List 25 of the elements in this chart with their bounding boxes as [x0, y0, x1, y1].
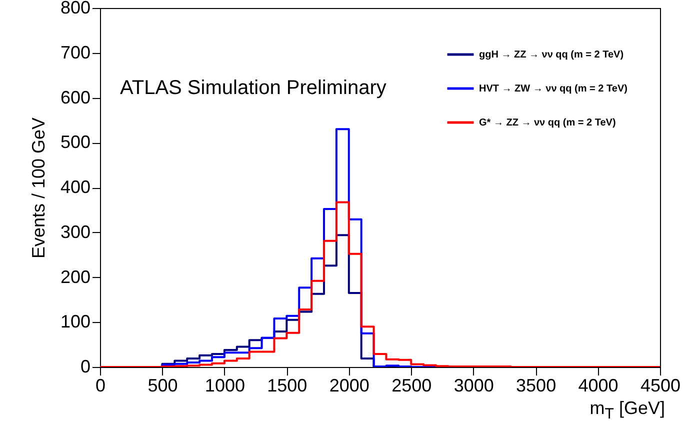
x-tick-label: 4000 — [578, 376, 618, 396]
x-tick-label: 1000 — [204, 376, 245, 396]
x-tick-label: 2000 — [329, 376, 370, 396]
x-tick-label: 1500 — [267, 376, 308, 396]
x-tick-label: 0 — [95, 376, 106, 396]
y-tick-label: 800 — [60, 0, 90, 18]
x-tick-label: 3000 — [454, 376, 494, 396]
y-tick-label: 0 — [80, 356, 90, 376]
legend-label: G* → ZZ → νν qq (m = 2 TeV) — [479, 118, 616, 128]
x-axis-title: m$_{T}$ [GeV] — [590, 398, 665, 423]
legend-label: ggH → ZZ → νν qq (m = 2 TeV) — [479, 50, 624, 60]
annotation: ATLAS Simulation Preliminary — [120, 77, 386, 99]
y-axis-title: Events / 100 GeV — [28, 117, 48, 259]
y-tick-label: 200 — [60, 266, 90, 287]
y-tick-label: 700 — [60, 42, 90, 62]
y-tick-label: 600 — [60, 87, 90, 108]
y-tick-label: 300 — [60, 222, 90, 242]
y-tick-label: 100 — [60, 312, 90, 332]
y-tick-label: 500 — [60, 132, 90, 152]
y-tick-label: 400 — [60, 177, 90, 197]
x-tick-label: 4500 — [640, 376, 681, 396]
x-tick-label: 500 — [148, 376, 178, 396]
x-tick-label: 2500 — [392, 376, 432, 396]
legend-label: HVT → ZW → νν qq (m = 2 TeV) — [479, 84, 628, 94]
x-tick-label: 3500 — [516, 376, 556, 396]
